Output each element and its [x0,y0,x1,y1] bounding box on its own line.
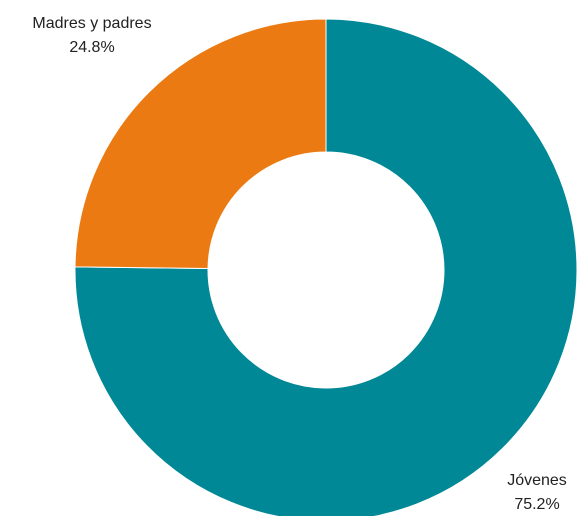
slices-layer [74,18,578,516]
slice-label-jovenes: Jóvenes [507,472,567,489]
slice-value-jovenes: 75.2% [514,496,559,513]
slice-value-madres-y-padres: 24.8% [69,39,114,56]
slice-madres-y-padres [74,18,327,270]
slice-label-madres-y-padres: Madres y padres [32,15,151,32]
labels-layer: Jóvenes 75.2% Madres y padres 24.8% [32,15,566,513]
slice-jovenes [74,18,578,516]
